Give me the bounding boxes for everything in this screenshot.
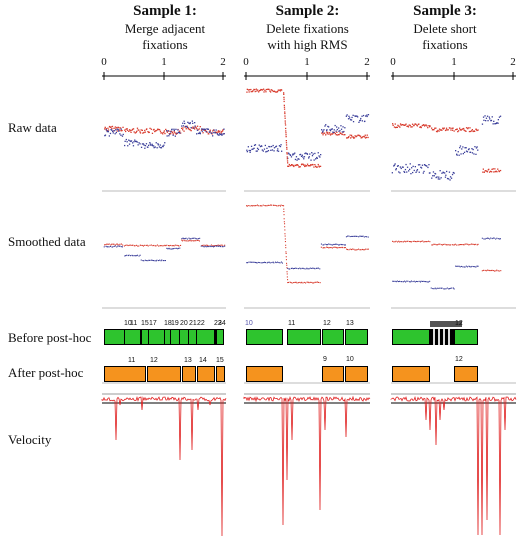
before-s1-label-10: 24 (218, 320, 226, 327)
before-s3-label-cluster (430, 321, 462, 327)
before-s1-label-9: 23 (214, 320, 222, 327)
after-s1-label-2: 13 (184, 357, 192, 364)
tick-s2-0: 0 (243, 56, 249, 68)
raw-s1-vertical (104, 120, 225, 149)
tick-s1-2: 2 (220, 56, 226, 68)
velocity-traces (101, 393, 517, 537)
tick-s1-0: 0 (101, 56, 107, 68)
smooth-s2-horizontal (246, 204, 369, 284)
smooth-s3-vertical (392, 237, 501, 290)
before-s2-bar-3 (322, 329, 344, 345)
tick-s3-2: 2 (510, 56, 516, 68)
sample-2-subtitle-line2: with high RMS (267, 37, 348, 52)
raw-s1-horizontal (104, 125, 225, 135)
before-s1-label-8: 22 (197, 320, 205, 327)
before-s3-bar-2 (454, 329, 478, 345)
after-s2-bar-3 (345, 366, 368, 382)
raw-data-traces (104, 88, 502, 181)
raw-s3-horizontal (392, 123, 502, 173)
after-s1-label-1: 12 (150, 357, 158, 364)
after-s2-label-1: 10 (346, 356, 354, 363)
raw-s2-horizontal (246, 88, 369, 168)
row-label-before: Before post-hoc (8, 330, 92, 345)
tick-s2-2: 2 (364, 56, 370, 68)
raw-s2-vertical (246, 114, 370, 161)
sample-1-subtitle-line2: fixations (142, 37, 188, 52)
before-s1-label-0: 10 (124, 320, 132, 327)
before-s2-label-0: 10 (245, 320, 253, 327)
after-s2-bar-1 (246, 366, 283, 382)
tick-s1-1: 1 (161, 56, 167, 68)
smooth-s1-horizontal (104, 239, 226, 247)
tick-s2-1: 1 (304, 56, 310, 68)
before-s2-label-2: 12 (323, 320, 331, 327)
before-s1-label-5: 19 (171, 320, 179, 327)
velocity-trace-s2 (243, 395, 371, 526)
sample-3-subtitle-line1: Delete short (413, 20, 477, 36)
row-label-raw: Raw data (8, 120, 57, 135)
after-s3-bar-1 (392, 366, 430, 382)
sample-1-title: Sample 1: (133, 3, 197, 19)
sample-1-subtitle-line1: Merge adjacent (124, 20, 206, 36)
before-s1-label-3: 17 (149, 320, 157, 327)
before-s3-bar-1 (392, 329, 430, 345)
tick-s3-0: 0 (390, 56, 396, 68)
before-s3-label-0: 12 (455, 320, 463, 327)
before-s1-label-7: 21 (189, 320, 197, 327)
row-label-velocity: Velocity (8, 432, 52, 447)
smooth-s1-vertical (103, 237, 226, 262)
before-s1-dividers (104, 329, 224, 345)
sample-1-header: Sample 1: Merge adjacent fixations (100, 2, 230, 53)
after-s2-bar-2 (322, 366, 344, 382)
before-s1-label-6: 20 (180, 320, 188, 327)
after-s2-label-0: 9 (323, 356, 327, 363)
velocity-trace-s3 (390, 396, 517, 536)
after-s1-bar-1 (104, 366, 146, 382)
after-s1-bar-2 (147, 366, 181, 382)
sample-2-header: Sample 2: Delete fixations with high RMS (240, 2, 375, 53)
sample-2-subtitle-line1: Delete fixations (266, 20, 349, 36)
tick-s3-1: 1 (451, 56, 457, 68)
sample-3-title: Sample 3: (413, 3, 477, 19)
after-s1-bar-3 (182, 366, 196, 382)
sample-3-subtitle-line2: fixations (422, 37, 468, 52)
after-s1-label-0: 11 (128, 357, 136, 364)
sample-3-header: Sample 3: Delete short fixations (380, 2, 510, 53)
velocity-trace-s1 (101, 395, 227, 537)
after-s1-bar-5 (216, 366, 225, 382)
before-s2-label-3: 13 (346, 320, 354, 327)
before-s1-label-2: 15 (141, 320, 149, 327)
smoothed-data-traces (103, 204, 502, 290)
after-s1-label-3: 14 (199, 357, 207, 364)
before-s2-bar-2 (287, 329, 321, 345)
after-s3-bar-2 (454, 366, 478, 382)
before-s2-label-1: 11 (288, 320, 296, 327)
raw-s3-vertical (391, 115, 502, 181)
after-s1-bar-4 (197, 366, 215, 382)
before-s1-label-1: 11 (130, 320, 138, 327)
smooth-s2-vertical (246, 235, 369, 270)
before-s2-bar-1 (246, 329, 283, 345)
before-s1-label-4: 18 (164, 320, 172, 327)
row-label-after: After post-hoc (8, 365, 84, 380)
before-s3-short-fixations (430, 329, 454, 345)
row-label-smoothed: Smoothed data (8, 234, 86, 249)
smooth-s3-horizontal (392, 240, 502, 272)
after-s1-label-4: 15 (216, 357, 224, 364)
before-s2-bar-4 (345, 329, 368, 345)
after-s3-label-0: 12 (455, 356, 463, 363)
sample-2-title: Sample 2: (275, 3, 340, 19)
